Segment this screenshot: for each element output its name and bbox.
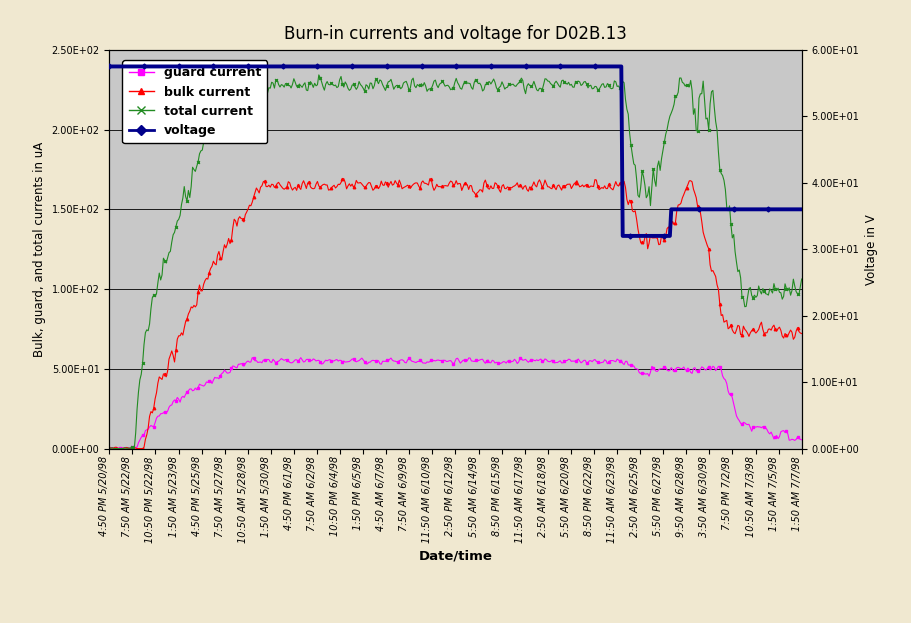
X-axis label: Date/time: Date/time xyxy=(418,549,493,562)
Y-axis label: Bulk, guard, and total currents in uA: Bulk, guard, and total currents in uA xyxy=(33,141,46,357)
Title: Burn-in currents and voltage for D02B.13: Burn-in currents and voltage for D02B.13 xyxy=(284,25,627,43)
Y-axis label: Voltage in V: Voltage in V xyxy=(865,214,878,285)
Legend: guard current, bulk current, total current, voltage: guard current, bulk current, total curre… xyxy=(122,60,267,143)
